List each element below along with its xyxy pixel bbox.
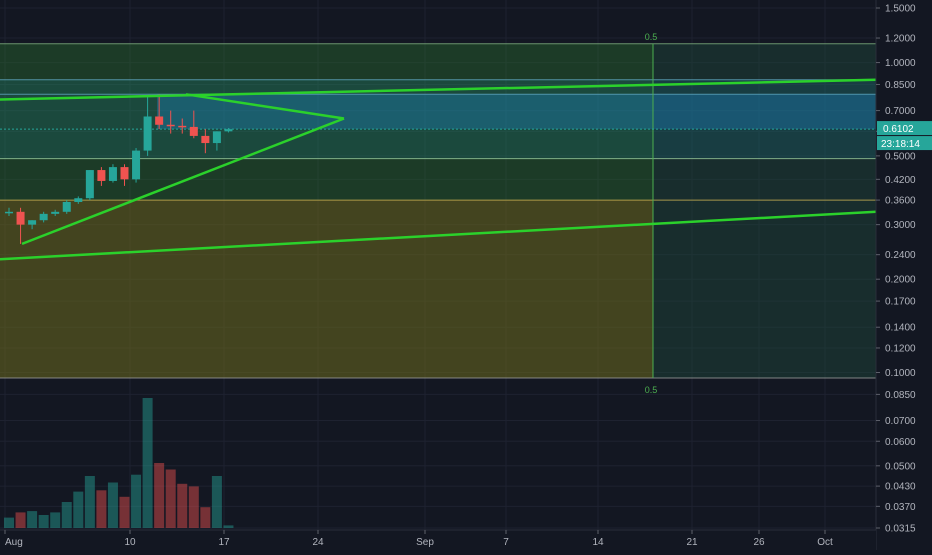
price-tick-label: 0.5000 — [885, 151, 916, 162]
range-box-blue — [157, 94, 876, 130]
price-tick-label: 0.1400 — [885, 323, 916, 334]
current-price-value: 0.6102 — [883, 124, 914, 135]
price-tick-label: 0.4200 — [885, 175, 916, 186]
price-tick-label: 1.5000 — [885, 4, 916, 15]
time-tick-label: 10 — [124, 537, 136, 548]
price-tick-label: 0.2000 — [885, 275, 916, 286]
price-tick-label: 0.0600 — [885, 437, 916, 448]
current-price-badge — [877, 121, 932, 136]
fib-label-top: 0.5 — [645, 32, 658, 42]
volume-bar — [50, 512, 61, 528]
volume-bar — [84, 476, 95, 528]
candle-body[interactable] — [212, 131, 221, 144]
price-tick-label: 1.0000 — [885, 58, 916, 69]
time-tick-label: 7 — [503, 537, 509, 548]
candle-body[interactable] — [201, 135, 210, 144]
price-tick-label: 1.2000 — [885, 34, 916, 45]
price-tick-label: 0.0315 — [885, 524, 916, 535]
countdown-badge — [877, 136, 932, 151]
candle-body[interactable] — [120, 167, 129, 180]
time-tick-label: 26 — [753, 537, 765, 548]
price-tick-label: 0.1200 — [885, 343, 916, 354]
volume-bar — [177, 483, 188, 528]
candle-body[interactable] — [39, 213, 48, 221]
fib-zone-right — [653, 43, 876, 379]
candle-body[interactable] — [132, 150, 141, 180]
trendline-lower[interactable] — [0, 210, 877, 261]
time-tick-label: 24 — [312, 537, 324, 548]
volume-bar — [73, 491, 84, 528]
fib-zone-green — [0, 43, 653, 201]
price-tick-label: 0.8500 — [885, 80, 916, 91]
volume-bar — [38, 515, 49, 528]
price-tick-label: 0.2400 — [885, 250, 916, 261]
candle-body[interactable] — [224, 129, 233, 132]
candle-body[interactable] — [62, 201, 71, 212]
trendline-upper[interactable] — [0, 78, 877, 101]
candle-body[interactable] — [97, 170, 106, 181]
candle-body[interactable] — [51, 211, 60, 214]
price-tick-label: 0.0850 — [885, 390, 916, 401]
price-tick-label: 0.0430 — [885, 482, 916, 493]
triangle-upper-edge[interactable] — [185, 93, 345, 120]
candle-body[interactable] — [108, 167, 117, 181]
price-axis-bg — [876, 0, 932, 550]
price-tick-label: 0.1000 — [885, 368, 916, 379]
candle-body[interactable] — [5, 211, 13, 214]
fib-zone-olive — [0, 200, 653, 379]
price-tick-label: 0.0370 — [885, 502, 916, 513]
volume-bar — [96, 490, 107, 528]
time-tick-label: Oct — [817, 537, 833, 548]
volume-bar — [211, 476, 222, 528]
time-tick-label: 17 — [218, 537, 230, 548]
candle-body[interactable] — [28, 220, 37, 225]
candle-body[interactable] — [166, 124, 175, 127]
candle-body[interactable] — [16, 211, 25, 225]
volume-bar — [142, 398, 153, 528]
candle-body[interactable] — [178, 125, 187, 128]
candle-body[interactable] — [189, 126, 198, 136]
volume-bar — [188, 486, 199, 528]
candle-body[interactable] — [143, 116, 152, 151]
volume-bar — [165, 469, 176, 528]
time-tick-label: Sep — [416, 537, 434, 548]
volume-bar — [61, 502, 72, 528]
fib-label-bottom: 0.5 — [645, 385, 658, 395]
time-tick-label: Aug — [5, 537, 23, 548]
price-tick-label: 0.0700 — [885, 416, 916, 427]
volume-bar — [131, 474, 142, 528]
price-tick-label: 0.0500 — [885, 461, 916, 472]
triangle-lower-edge[interactable] — [21, 117, 345, 246]
time-tick-label: 14 — [592, 537, 604, 548]
price-tick-label: 0.7000 — [885, 106, 916, 117]
price-tick-label: 0.1700 — [885, 297, 916, 308]
volume-bar — [119, 496, 130, 528]
volume-bar — [4, 517, 14, 528]
candle-body[interactable] — [74, 198, 83, 202]
volume-bar — [223, 525, 234, 528]
volume-bar — [27, 511, 38, 528]
volume-bar — [107, 482, 118, 528]
time-axis-bg — [0, 530, 876, 550]
price-tick-label: 0.3000 — [885, 220, 916, 231]
volume-bar — [154, 463, 165, 528]
volume-bar — [200, 507, 211, 528]
time-tick-label: 21 — [686, 537, 698, 548]
candle-body[interactable] — [155, 116, 164, 125]
candle-body[interactable] — [85, 170, 94, 199]
price-tick-label: 0.3600 — [885, 196, 916, 207]
volume-bar — [15, 512, 26, 528]
countdown-value: 23:18:14 — [881, 139, 920, 150]
